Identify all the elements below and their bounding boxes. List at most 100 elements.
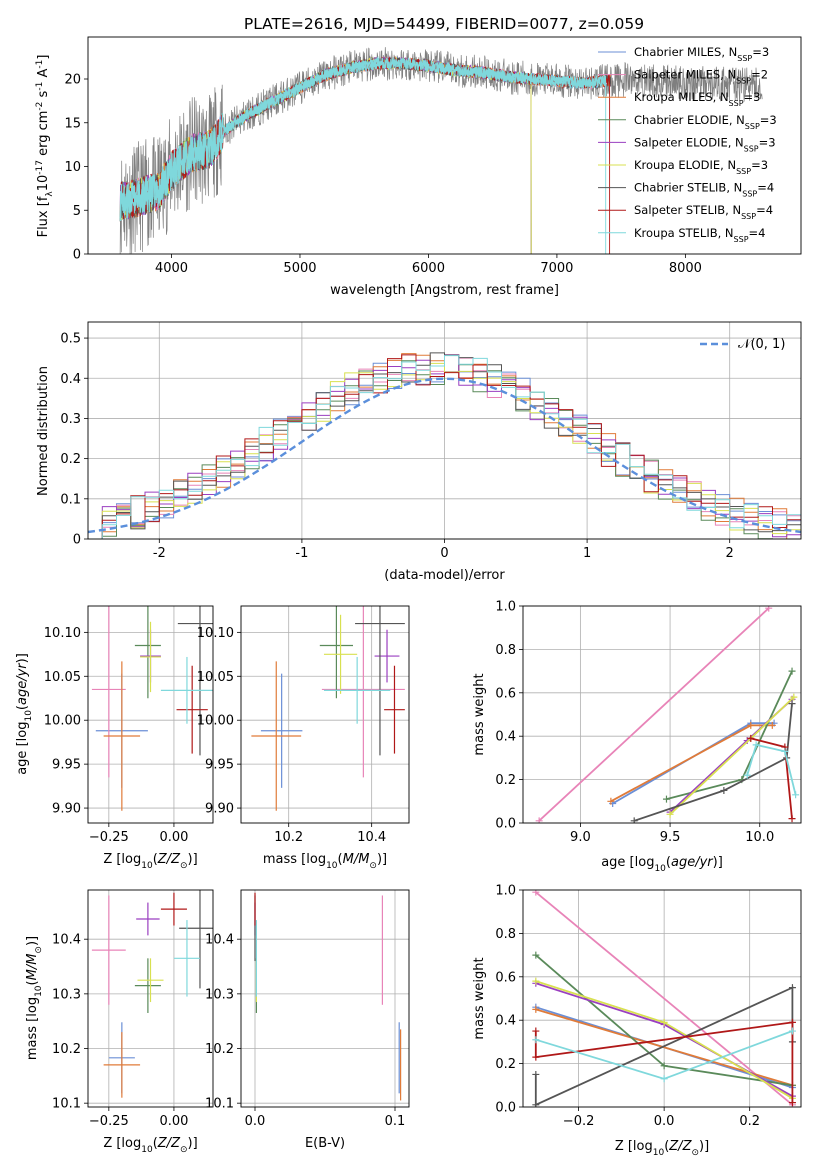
weight-marker	[788, 1018, 796, 1026]
legend-entry: Chabrier MILES, NSSP=3	[634, 45, 769, 63]
y-tick-label: 9.90	[205, 802, 234, 817]
x-tick-label: 7000	[540, 261, 573, 276]
weight-marker	[788, 815, 796, 823]
weight-marker	[662, 795, 670, 803]
axes-frame	[87, 889, 214, 1108]
x-tick-label: 0.0	[245, 1114, 266, 1129]
x-tick-label: 0.00	[159, 830, 188, 845]
x-tick-label: 0	[440, 546, 448, 561]
weight-marker	[788, 667, 796, 675]
x-axis-label: Z [log10(Z/Z⊙)]	[103, 1136, 197, 1155]
weight-marker	[532, 1070, 540, 1078]
normal-distribution-curve	[88, 377, 801, 534]
y-tick-label: 0.0	[495, 1101, 516, 1116]
model-spectrum-kroupa-stelib-top	[119, 58, 607, 219]
weight-line-chabrier-stelib	[534, 986, 794, 1107]
y-tick-label: 10.05	[44, 670, 81, 685]
y-axis-label: mass [log10(M/M⊙)]	[25, 936, 44, 1060]
legend-entry: Salpeter ELODIE, NSSP=3	[634, 135, 776, 153]
weight-marker	[532, 1027, 540, 1035]
y-tick-label: 0.5	[60, 332, 81, 347]
weight-marker	[532, 977, 540, 985]
y-tick-label: 10.10	[44, 626, 81, 641]
x-tick-label: 0.1	[385, 1114, 406, 1129]
y-tick-label: 0.6	[495, 686, 516, 701]
weight-marker	[747, 721, 755, 729]
x-tick-label: −0.25	[89, 1114, 129, 1129]
y-tick-label: 0.2	[495, 773, 516, 788]
weight-marker	[720, 786, 728, 794]
axes-frame	[240, 889, 410, 1108]
weight-line-kroupa-stelib	[746, 743, 797, 796]
mass-vs-ebv-panel: 0.0 0.1 10.1 10.2 10.3 10.4 E(B-V)	[205, 889, 410, 1151]
x-tick-label: -2	[153, 546, 166, 561]
y-tick-label: 10.00	[197, 714, 234, 729]
x-axis-label: age [log10(age/yr)]	[601, 855, 723, 874]
weight-marker	[781, 747, 789, 755]
plot-area	[88, 352, 801, 539]
weight-marker	[532, 1036, 540, 1044]
axes-frame	[522, 605, 802, 824]
x-tick-label: 0.0	[654, 1114, 675, 1129]
y-tick-label: 10.00	[44, 714, 81, 729]
weight-marker	[788, 1027, 796, 1035]
plot-area	[91, 606, 213, 811]
weight-marker	[532, 1053, 540, 1061]
y-tick-label: 0.4	[495, 1014, 516, 1029]
residual-histogram-kroupa-elodie	[88, 362, 801, 539]
y-tick-label: 9.95	[52, 758, 81, 773]
plot-area	[119, 47, 763, 254]
x-axis-label: wavelength [Angstrom, rest frame]	[330, 283, 559, 298]
x-tick-label: 1	[583, 546, 591, 561]
axes-frame	[240, 605, 410, 824]
x-tick-label: 0.00	[159, 1114, 188, 1129]
x-axis-label: mass [log10(M/M⊙)]	[263, 852, 387, 871]
residual-histogram-salpeter-stelib	[88, 354, 801, 539]
legend-entry: Salpeter MILES, NSSP=2	[634, 68, 768, 86]
y-tick-label: 0	[73, 248, 81, 263]
y-tick-label: 10.3	[52, 987, 81, 1002]
mass-vs-metallicity-panel: −0.25 0.00 10.1 10.2 10.3 10.4 Z [log10(Z/Z⊙)]…	[25, 889, 214, 1155]
weight-marker	[747, 734, 755, 742]
weight-marker	[743, 771, 751, 779]
x-tick-label: 9.0	[570, 830, 591, 845]
x-tick-label: 6000	[412, 261, 445, 276]
y-tick-label: 0.4	[495, 730, 516, 745]
weight-marker	[788, 1099, 796, 1107]
weight-marker	[792, 791, 800, 799]
y-tick-label: 10.05	[197, 670, 234, 685]
y-tick-label: 0.4	[60, 372, 81, 387]
plot-area	[254, 892, 402, 1101]
legend-entry: 𝒩(0, 1)	[738, 337, 785, 352]
y-axis-label: Normed distribution	[36, 366, 51, 496]
axes-frame	[87, 605, 214, 824]
weight-marker	[788, 700, 796, 708]
residuals-panel: -2 -1 0 1 2 0 0.1 0.2 0.3 0.4 0.5 𝒩(0, 1) (data-mode…	[36, 321, 802, 583]
weight-vs-metallicity-panel: −0.2 0.0 0.2 0.0 0.2 0.4 0.6 0.8 1.0 Z [log10(Z/Z…	[472, 884, 802, 1158]
x-tick-label: 10.0	[745, 830, 774, 845]
y-axis-label: mass weight	[472, 673, 487, 755]
x-tick-label: 2	[726, 546, 734, 561]
legend-entry: Chabrier STELIB, NSSP=4	[634, 181, 774, 199]
weight-marker	[666, 810, 674, 818]
x-tick-label: −0.25	[89, 830, 129, 845]
x-tick-label: 8000	[669, 261, 702, 276]
weight-marker	[535, 817, 543, 823]
weight-vs-age-panel: 9.0 9.5 10.0 0.0 0.2 0.4 0.6 0.8 1.0 age [log10(a…	[472, 600, 802, 874]
y-axis-label: Flux [fλ10-17 erg cm-2 s-1 A-1]	[35, 55, 55, 238]
y-tick-label: 0	[73, 533, 81, 548]
weight-marker	[532, 1101, 540, 1107]
legend-entry: Salpeter STELIB, NSSP=4	[634, 203, 773, 221]
y-tick-label: 10.10	[197, 626, 234, 641]
weight-line-salpeter-miles	[535, 891, 793, 1106]
y-tick-label: 0.3	[60, 412, 81, 427]
weight-line-salpeter-miles	[538, 607, 770, 822]
legend-entry: Kroupa ELODIE, NSSP=3	[634, 158, 768, 176]
y-tick-label: 0.2	[495, 1057, 516, 1072]
age-vs-metallicity-panel: −0.25 0.00 9.90 9.95 10.00 10.05 10.10 Z [log10…	[15, 605, 214, 871]
y-tick-label: 15	[64, 116, 81, 131]
figure-title: PLATE=2616, MJD=54499, FIBERID=0077, z=0…	[244, 15, 644, 33]
y-tick-label: 10.1	[52, 1097, 81, 1112]
y-tick-label: 10.2	[205, 1042, 234, 1057]
